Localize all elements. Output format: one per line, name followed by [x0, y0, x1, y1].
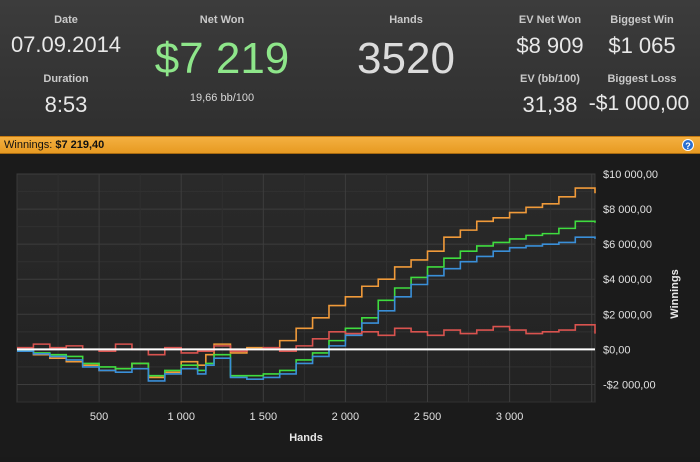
winnings-chart-svg: -$2 000,00 $0,00 $2 000,00 $4 000,00 $6 000,…: [16, 169, 681, 444]
hands-label: Hands: [389, 14, 423, 26]
winnings-banner-text: Winnings: $7 219,40: [4, 139, 104, 151]
x-tick-label: 3 000: [496, 411, 524, 423]
duration-value: 8:53: [44, 92, 88, 117]
ev-net-won-label: EV Net Won: [518, 14, 582, 26]
y-tick-label: $0,00: [603, 344, 631, 356]
y-tick-label: $4 000,00: [603, 274, 652, 286]
biggest-win-label: Biggest Win: [610, 14, 674, 26]
duration-label: Duration: [43, 73, 89, 85]
ev-bb100-label: EV (bb/100): [520, 73, 580, 85]
hands-value: 3520: [357, 34, 455, 83]
date-label: Date: [54, 14, 78, 26]
series-line-4: [17, 324, 596, 356]
y-tick-label: $6 000,00: [603, 239, 652, 251]
winnings-banner-label: Winnings:: [4, 139, 53, 151]
biggest-loss-label: Biggest Loss: [607, 73, 677, 85]
biggest-loss-value: -$1 000,00: [588, 92, 690, 115]
ev-net-won-value: $8 909: [516, 33, 584, 58]
x-tick-label: 2 000: [332, 411, 360, 423]
y-tick-label: $10 000,00: [603, 169, 658, 181]
help-icon[interactable]: ?: [682, 139, 694, 151]
net-won-value: $7 219: [154, 34, 290, 83]
stats-panel: Date 07.09.2014 Duration 8:53 Net Won $7…: [0, 0, 700, 136]
date-value: 07.09.2014: [10, 32, 122, 57]
x-tick-label: 500: [90, 411, 108, 423]
x-tick-label: 2 500: [414, 411, 442, 423]
series-line-3: [17, 236, 596, 382]
net-won-bb100: 19,66 bb/100: [189, 92, 255, 104]
plot-area: [16, 173, 596, 403]
ev-bb100-value: 31,38: [522, 92, 578, 117]
winnings-banner-value: $7 219,40: [55, 139, 105, 151]
series-line-2: [17, 220, 596, 377]
x-tick-label: 1 000: [167, 411, 195, 423]
net-won-label: Net Won: [199, 14, 245, 26]
winnings-banner: Winnings: $7 219,40 ?: [0, 136, 700, 154]
x-axis-label: Hands: [289, 432, 323, 444]
winnings-chart: -$2 000,00 $0,00 $2 000,00 $4 000,00 $6 000,…: [0, 154, 700, 457]
x-tick-label: 1 500: [250, 411, 278, 423]
y-tick-label: $8 000,00: [603, 204, 652, 216]
biggest-win-value: $1 065: [608, 33, 676, 58]
y-tick-label: $2 000,00: [603, 309, 652, 321]
y-tick-label: -$2 000,00: [603, 379, 656, 391]
y-axis-label: Winnings: [669, 269, 681, 318]
